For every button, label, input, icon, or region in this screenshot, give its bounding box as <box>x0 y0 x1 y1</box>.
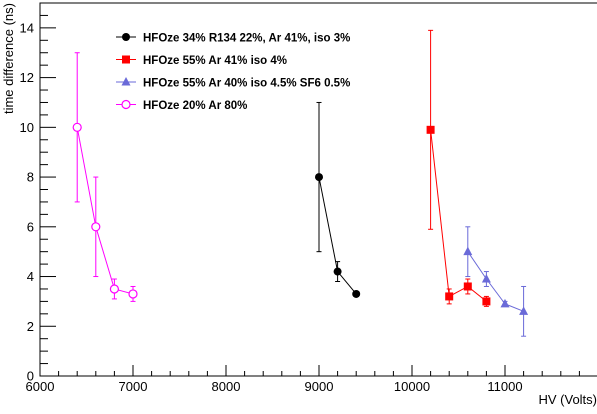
data-point <box>519 306 529 315</box>
data-point <box>500 298 510 308</box>
data-point <box>128 289 138 299</box>
data-point <box>481 274 491 283</box>
series-line <box>430 129 487 302</box>
legend-label: HFOze 20% Ar 80% <box>143 100 247 112</box>
data-point <box>315 173 323 182</box>
legend-label: HFOze 34% R134 22%, Ar 41%, iso 3% <box>143 33 350 45</box>
y-tick-label: 12 <box>20 70 34 85</box>
data-point <box>72 122 82 132</box>
data-point <box>463 282 472 291</box>
data-point <box>482 297 491 306</box>
legend-marker <box>121 99 131 110</box>
series-2 <box>463 226 529 337</box>
x-tick-label: 8000 <box>212 379 241 394</box>
series-line <box>467 251 524 312</box>
series-group <box>72 29 529 337</box>
legend-label: HFOze 55% Ar 40% iso 4.5% SF6 0.5% <box>143 78 350 90</box>
series-3 <box>72 52 138 302</box>
y-tick-label: 6 <box>27 219 34 234</box>
x-tick-label: 6000 <box>26 379 55 394</box>
legend-entry-2: HFOze 55% Ar 40% iso 4.5% SF6 0.5% <box>116 77 350 90</box>
legend-entry-0: HFOze 34% R134 22%, Ar 41%, iso 3% <box>116 33 350 45</box>
legend-entry-3: HFOze 20% Ar 80% <box>116 99 247 112</box>
y-tick-label: 4 <box>27 269 34 284</box>
y-tick-label: 10 <box>20 120 34 135</box>
x-tick-label: 10000 <box>394 379 430 394</box>
series-1 <box>426 29 491 307</box>
x-tick-label: 9000 <box>305 379 334 394</box>
y-axis-label: time difference (ns) <box>1 3 16 114</box>
x-tick-label: 7000 <box>119 379 148 394</box>
data-point <box>463 246 473 256</box>
x-tick-label: 11000 <box>487 379 522 394</box>
x-axis-label: HV (Volts) <box>538 392 597 407</box>
series-line <box>76 127 134 295</box>
data-point <box>109 284 120 294</box>
data-point <box>426 125 435 134</box>
y-tick-label: 8 <box>27 170 34 185</box>
legend: HFOze 34% R134 22%, Ar 41%, iso 3% HFOze … <box>116 33 350 112</box>
y-tick-label: 14 <box>20 20 34 35</box>
legend-entry-1: HFOze 55% Ar 41% iso 4% <box>116 55 287 67</box>
series-0 <box>315 101 361 298</box>
data-point <box>91 222 101 232</box>
data-point <box>352 289 361 298</box>
legend-marker <box>122 55 130 64</box>
axes-group: 6000 7000 8000 9000 10000 11000 0 2 4 6 8 10 12 14 <box>20 2 580 394</box>
legend-marker <box>121 77 131 86</box>
legend-label: HFOze 55% Ar 41% iso 4% <box>143 55 287 67</box>
y-tick-label: 0 <box>27 369 34 384</box>
data-point <box>333 267 342 276</box>
legend-marker <box>122 33 130 41</box>
data-point <box>445 292 454 301</box>
y-tick-label: 2 <box>27 319 34 334</box>
